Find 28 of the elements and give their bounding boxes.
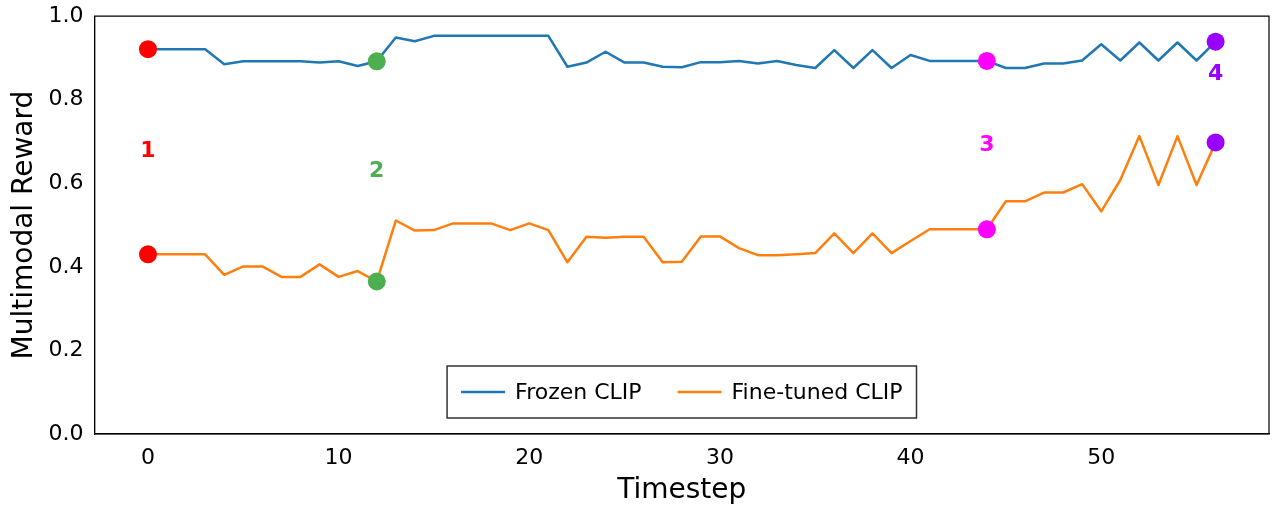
x-tick-label: 0 (140, 443, 155, 469)
annotation: 4 (1207, 59, 1224, 85)
legend-label: Fine-tuned CLIP (731, 378, 903, 404)
point (977, 51, 996, 70)
x-tick-label: 30 (705, 443, 734, 469)
x-tick-label: 20 (515, 443, 544, 469)
x-axis-title: Timestep (616, 472, 747, 506)
x-tick-label: 10 (324, 443, 353, 469)
legend-label: Frozen CLIP (515, 378, 642, 404)
annotation: 2 (369, 157, 385, 183)
y-axis-title: Multimodal Reward (6, 90, 40, 360)
y-tick-label: 1.0 (48, 1, 84, 27)
x-tick-label: 40 (896, 443, 925, 469)
point (138, 245, 157, 264)
point (1206, 133, 1225, 152)
y-tick-label: 0.8 (48, 85, 84, 111)
y-tick-label: 0.0 (48, 419, 84, 445)
point (367, 272, 386, 291)
y-tick-label: 0.2 (48, 336, 84, 362)
point (138, 40, 157, 59)
y-tick-label: 0.4 (48, 252, 84, 278)
point (977, 220, 996, 239)
annotation: 3 (979, 130, 995, 156)
x-tick-label: 50 (1087, 443, 1116, 469)
point (1206, 32, 1225, 51)
point (367, 52, 386, 71)
annotation: 1 (140, 137, 156, 163)
y-tick-label: 0.6 (48, 169, 84, 195)
